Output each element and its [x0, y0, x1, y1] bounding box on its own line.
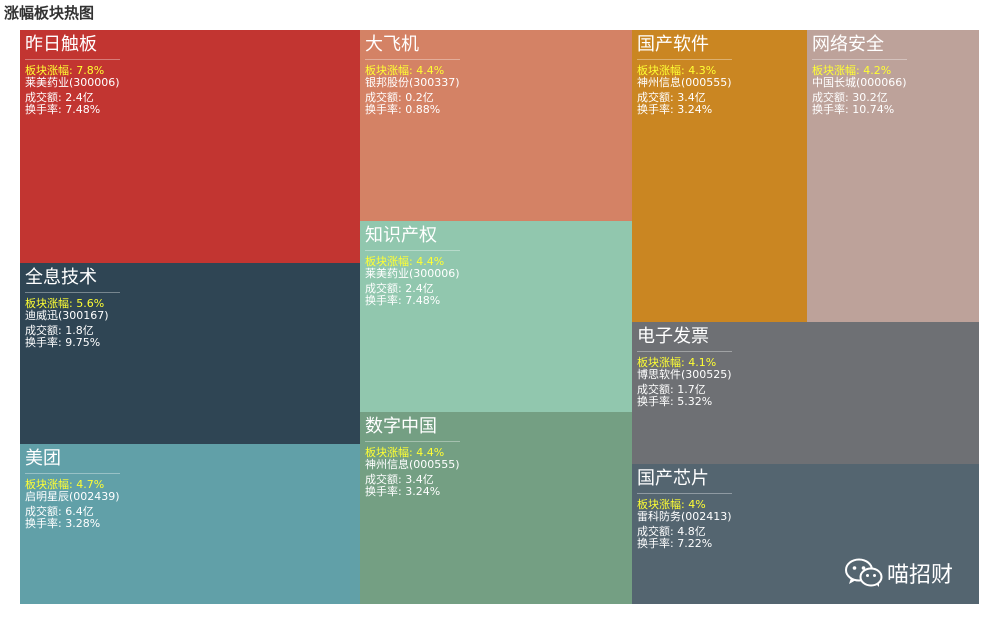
- turnover-rate: 换手率: 7.48%: [365, 294, 441, 307]
- sector-change: 板块涨幅: 4.4%: [365, 255, 445, 268]
- sector-change: 板块涨幅: 4.2%: [812, 64, 892, 77]
- leading-stock: 莱美药业(300006): [25, 76, 120, 89]
- sector-name: 国产软件: [637, 34, 732, 60]
- leading-stock: 神州信息(000555): [637, 76, 732, 89]
- sector-change: 板块涨幅: 4.4%: [365, 64, 445, 77]
- turnover: 成交额: 3.4亿: [365, 473, 434, 486]
- watermark: 喵招财: [845, 556, 953, 590]
- sector-name: 网络安全: [812, 34, 907, 60]
- turnover: 成交额: 2.4亿: [365, 282, 434, 295]
- sector-name: 全息技术: [25, 267, 120, 293]
- turnover-rate: 换手率: 0.88%: [365, 103, 441, 116]
- leading-stock: 神州信息(000555): [365, 458, 460, 471]
- watermark-text: 喵招财: [887, 563, 954, 588]
- treemap-tile[interactable]: 美团板块涨幅: 4.7% 启明星辰(002439) 成交额: 6.4亿 换手率: 3.…: [20, 444, 362, 606]
- leading-stock: 雷科防务(002413): [637, 510, 732, 523]
- sector-change: 板块涨幅: 5.6%: [25, 297, 105, 310]
- leading-stock: 莱美药业(300006): [365, 267, 460, 280]
- sector-change: 板块涨幅: 4.4%: [365, 446, 445, 459]
- wechat-icon: [845, 558, 883, 587]
- sector-name: 国产芯片: [637, 468, 732, 494]
- sector-change: 板块涨幅: 4%: [637, 498, 706, 511]
- treemap-tile[interactable]: 全息技术板块涨幅: 5.6% 迪威迅(300167) 成交额: 1.8亿 换手率: 9…: [20, 263, 362, 446]
- leading-stock: 中国长城(000066): [812, 76, 907, 89]
- leading-stock: 启明星辰(002439): [25, 490, 120, 503]
- turnover: 成交额: 1.7亿: [637, 383, 706, 396]
- sector-name: 电子发票: [637, 326, 732, 352]
- sector-change: 板块涨幅: 4.3%: [637, 64, 717, 77]
- treemap-tile[interactable]: 昨日触板板块涨幅: 7.8% 莱美药业(300006) 成交额: 2.4亿 换手率: …: [20, 30, 362, 265]
- treemap-tile[interactable]: 电子发票板块涨幅: 4.1% 博思软件(300525) 成交额: 1.7亿 换手率: …: [632, 322, 981, 466]
- treemap-tile[interactable]: 网络安全板块涨幅: 4.2% 中国长城(000066) 成交额: 30.2亿 换手率:…: [807, 30, 981, 324]
- turnover-rate: 换手率: 7.48%: [25, 103, 101, 116]
- treemap-tile[interactable]: 国产软件板块涨幅: 4.3% 神州信息(000555) 成交额: 3.4亿 换手率: …: [632, 30, 809, 324]
- treemap-tile[interactable]: 国产芯片板块涨幅: 4% 雷科防务(002413) 成交额: 4.8亿 换手率: 7.…: [632, 464, 981, 606]
- sector-name: 美团: [25, 448, 120, 474]
- turnover: 成交额: 6.4亿: [25, 505, 94, 518]
- turnover: 成交额: 1.8亿: [25, 324, 94, 337]
- turnover-rate: 换手率: 3.28%: [25, 517, 101, 530]
- turnover-rate: 换手率: 9.75%: [25, 336, 101, 349]
- chart-title: 涨幅板块热图: [4, 4, 95, 22]
- sector-name: 大飞机: [365, 34, 460, 60]
- sector-name: 数字中国: [365, 416, 460, 442]
- sector-name: 昨日触板: [25, 34, 120, 60]
- turnover: 成交额: 0.2亿: [365, 91, 434, 104]
- turnover: 成交额: 4.8亿: [637, 525, 706, 538]
- leading-stock: 银邦股份(300337): [365, 76, 460, 89]
- sector-change: 板块涨幅: 4.1%: [637, 356, 717, 369]
- turnover-rate: 换手率: 10.74%: [812, 103, 895, 116]
- turnover: 成交额: 2.4亿: [25, 91, 94, 104]
- turnover-rate: 换手率: 5.32%: [637, 395, 713, 408]
- sector-change: 板块涨幅: 4.7%: [25, 478, 105, 491]
- leading-stock: 迪威迅(300167): [25, 309, 109, 322]
- sector-name: 知识产权: [365, 225, 460, 251]
- treemap-tile[interactable]: 大飞机板块涨幅: 4.4% 银邦股份(300337) 成交额: 0.2亿 换手率: 0…: [360, 30, 634, 223]
- leading-stock: 博思软件(300525): [637, 368, 732, 381]
- turnover: 成交额: 3.4亿: [637, 91, 706, 104]
- turnover: 成交额: 30.2亿: [812, 91, 888, 104]
- treemap-tile[interactable]: 数字中国板块涨幅: 4.4% 神州信息(000555) 成交额: 3.4亿 换手率: …: [360, 412, 634, 606]
- turnover-rate: 换手率: 3.24%: [637, 103, 713, 116]
- turnover-rate: 换手率: 3.24%: [365, 485, 441, 498]
- turnover-rate: 换手率: 7.22%: [637, 537, 713, 550]
- treemap-tile[interactable]: 知识产权板块涨幅: 4.4% 莱美药业(300006) 成交额: 2.4亿 换手率: …: [360, 221, 634, 414]
- sector-change: 板块涨幅: 7.8%: [25, 64, 105, 77]
